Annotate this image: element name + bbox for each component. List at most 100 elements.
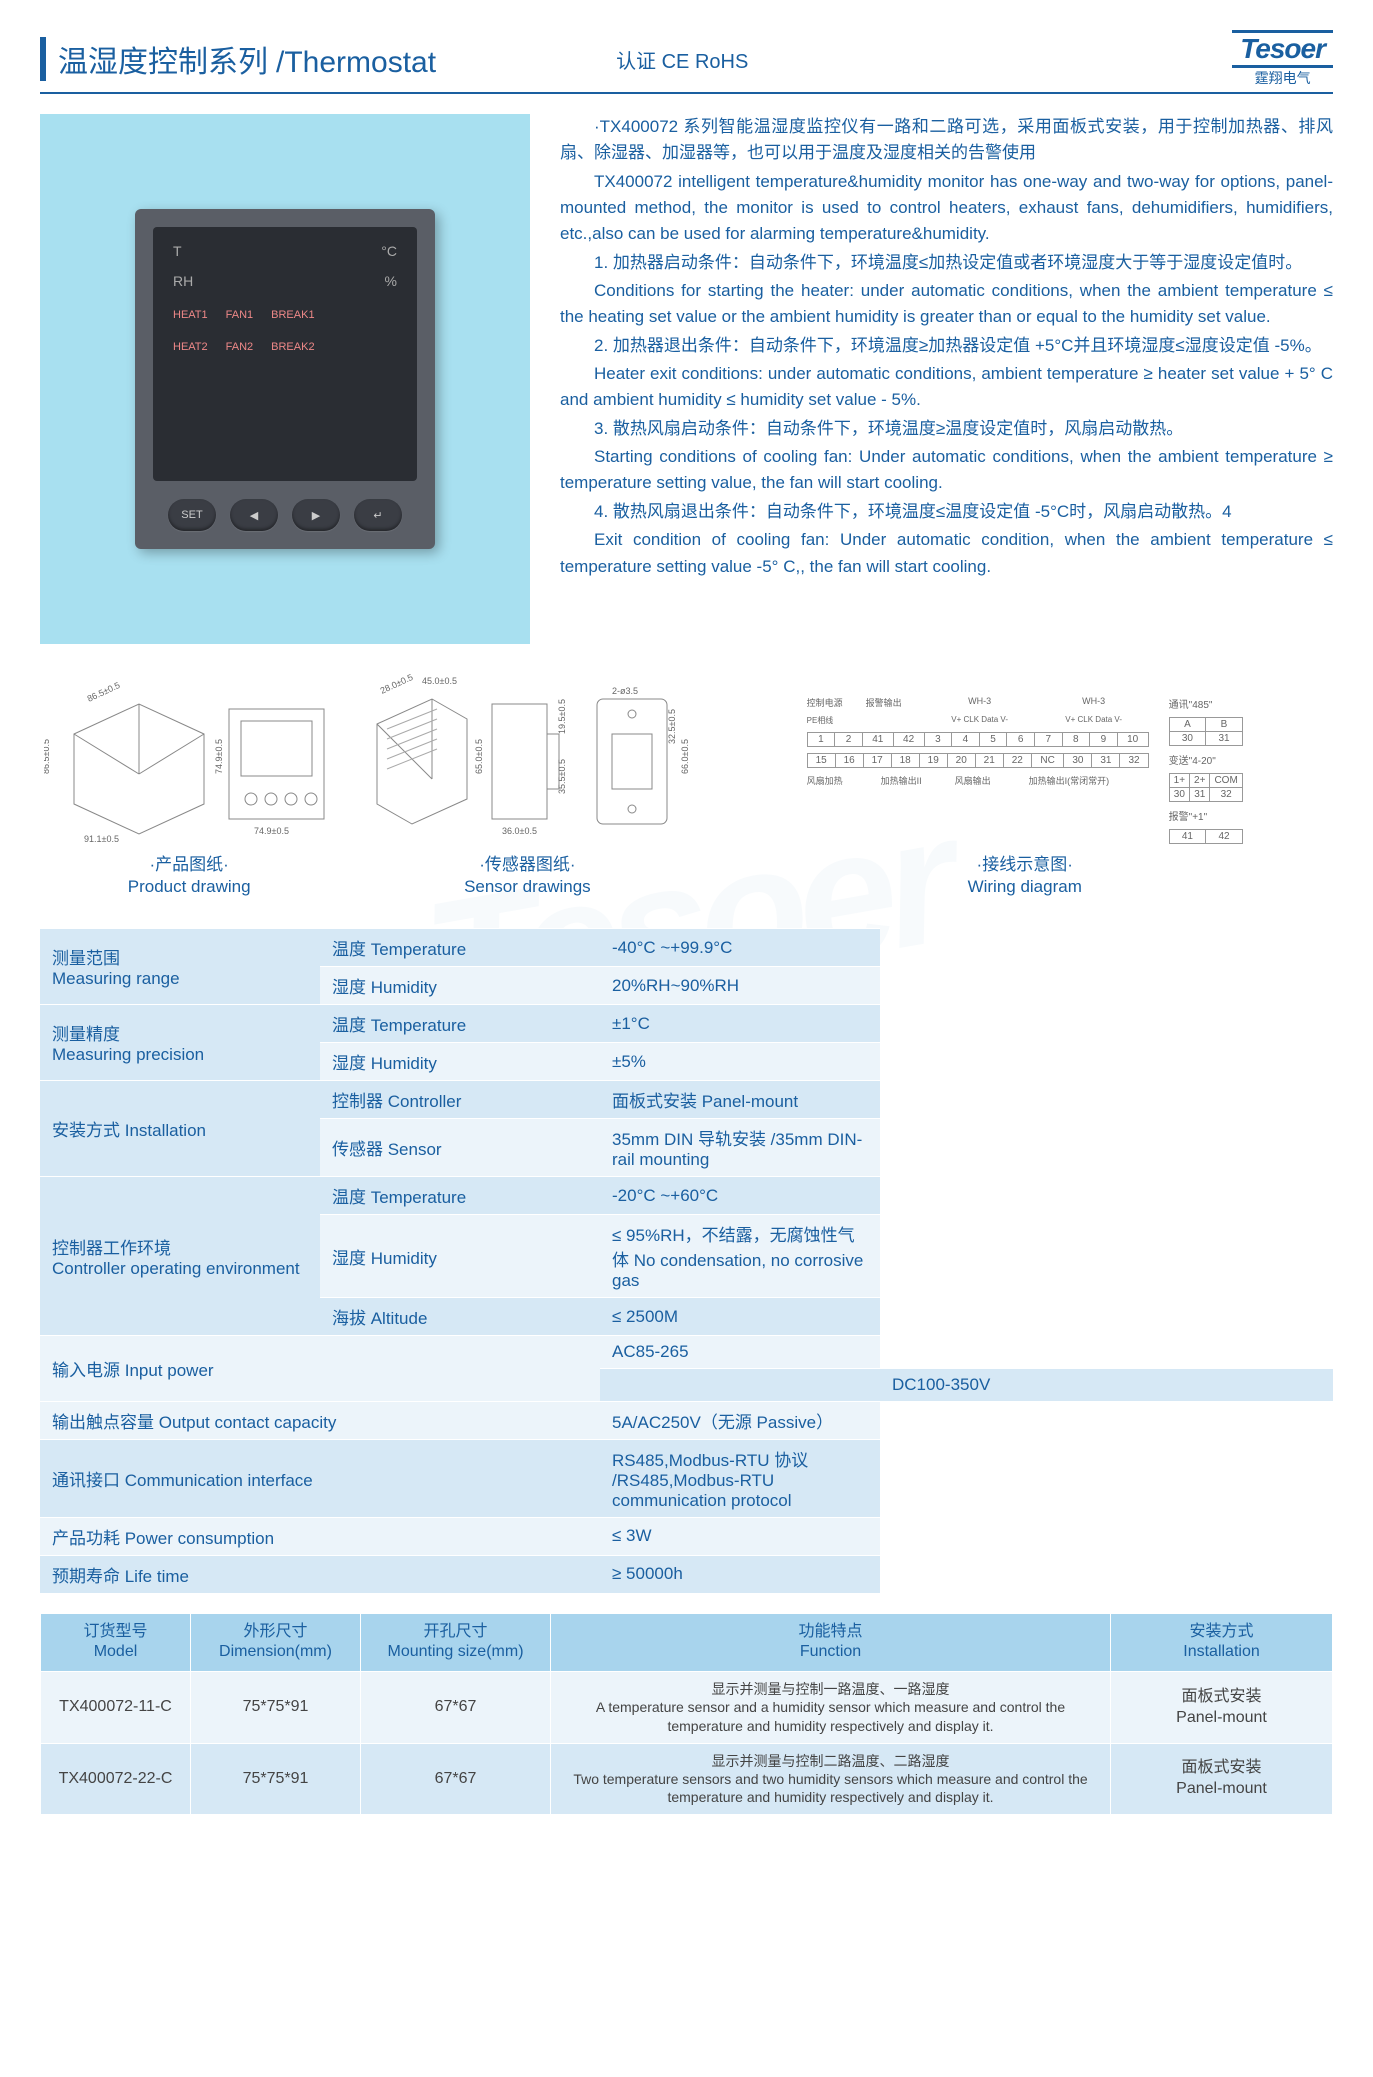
terminal-cell: 7 bbox=[1034, 733, 1062, 747]
model-header: 外形尺寸Dimension(mm) bbox=[191, 1613, 361, 1672]
terminal-cell: 3 bbox=[924, 733, 952, 747]
dim: 32.5±0.5 bbox=[667, 709, 677, 744]
wiring-top-sub bbox=[866, 715, 921, 726]
model-header: 安装方式Installation bbox=[1111, 1613, 1333, 1672]
spec-row: 测量精度Measuring precision温度 Temperature±1°… bbox=[40, 1005, 1333, 1043]
spec-sublabel: 温度 Temperature bbox=[320, 929, 600, 967]
desc-p8: Starting conditions of cooling fan: Unde… bbox=[560, 444, 1333, 497]
terminal-cell: 21 bbox=[975, 754, 1003, 768]
wiring-label-en: Wiring diagram bbox=[968, 876, 1082, 898]
spec-label: 安装方式 Installation bbox=[40, 1081, 320, 1177]
display-rh-label: RH bbox=[173, 273, 193, 289]
terminal-cell: 31 bbox=[1092, 754, 1120, 768]
desc-p1: ·TX400072 系列智能温湿度监控仪有一路和二路可选，采用面板式安装，用于控… bbox=[560, 114, 1333, 167]
desc-p5: 2. 加热器退出条件：自动条件下，环境温度≥加热器设定值 +5°C并且环境湿度≤… bbox=[560, 333, 1333, 359]
product-photo: T°C RH% HEAT1 FAN1 BREAK1 HEAT2 FAN2 BRE… bbox=[40, 114, 530, 644]
wiring-top-sub: PE相线 bbox=[807, 715, 862, 726]
dim: 66.0±0.5 bbox=[680, 739, 690, 774]
device-set-button: SET bbox=[168, 499, 216, 531]
dim: 74.9±0.5 bbox=[214, 739, 224, 774]
spec-row: 输入电源 Input powerAC85-265 bbox=[40, 1336, 1333, 1369]
model-cell-model: TX400072-22-C bbox=[41, 1743, 191, 1815]
spec-row: 通讯接口 Communication interfaceRS485,Modbus… bbox=[40, 1439, 1333, 1517]
model-cell-model: TX400072-11-C bbox=[41, 1672, 191, 1744]
spec-row: 测量范围Measuring range温度 Temperature-40°C ~… bbox=[40, 929, 1333, 967]
logo-text: Tesoer bbox=[1232, 30, 1333, 68]
indicator: HEAT2 bbox=[173, 341, 208, 353]
spec-value: ≤ 3W bbox=[600, 1517, 880, 1555]
spec-label: 输出触点容量 Output contact capacity bbox=[40, 1401, 600, 1439]
model-row: TX400072-22-C75*75*9167*67显示并测量与控制二路温度、二… bbox=[41, 1743, 1333, 1815]
terminal-cell: 18 bbox=[891, 754, 919, 768]
sensor-drawing-label-cn: ·传感器图纸· bbox=[464, 854, 591, 876]
terminal-cell: 6 bbox=[1007, 733, 1035, 747]
device-right-button: ▶ bbox=[292, 499, 340, 531]
spec-sublabel: 温度 Temperature bbox=[320, 1005, 600, 1043]
wiring-side-table: 4142 bbox=[1169, 829, 1243, 844]
model-row: TX400072-11-C75*75*9167*67显示并测量与控制一路温度、一… bbox=[41, 1672, 1333, 1744]
spec-value: ≤ 2500M bbox=[600, 1298, 880, 1336]
terminal-cell: 42 bbox=[893, 733, 924, 747]
terminal-cell: 22 bbox=[1003, 754, 1031, 768]
wiring-diagram: 控制电源 报警输出 WH-3 WH-3 PE相线 V+ CLK Data V- … bbox=[716, 696, 1333, 844]
model-cell-dim: 75*75*91 bbox=[191, 1743, 361, 1815]
terminal-cell: 16 bbox=[835, 754, 863, 768]
wiring-top-sub: V+ CLK Data V- bbox=[1039, 715, 1149, 726]
model-cell-mount: 67*67 bbox=[361, 1743, 551, 1815]
product-drawing-label-en: Product drawing bbox=[128, 876, 251, 898]
dim: 28.0±0.5 bbox=[379, 672, 415, 696]
spec-value: 35mm DIN 导轨安装 /35mm DIN-rail mounting bbox=[600, 1119, 880, 1177]
terminal-cell: NC bbox=[1031, 754, 1064, 768]
certification: 认证 CE RoHS bbox=[616, 45, 748, 74]
terminal-cell: 20 bbox=[947, 754, 975, 768]
spec-label: 测量精度Measuring precision bbox=[40, 1005, 320, 1081]
brand-logo: Tesoer 霆翔电气 bbox=[1232, 30, 1333, 88]
wiring-bot-label: 风扇输出 bbox=[955, 774, 1025, 787]
logo-subtitle: 霆翔电气 bbox=[1255, 68, 1311, 88]
wiring-top-label: WH-3 bbox=[1039, 696, 1149, 709]
title-cn: 温湿度控制系列 bbox=[40, 37, 268, 81]
model-table: 订货型号Model外形尺寸Dimension(mm)开孔尺寸Mounting s… bbox=[40, 1613, 1333, 1816]
spec-value: 面板式安装 Panel-mount bbox=[600, 1081, 880, 1119]
desc-p2: TX400072 intelligent temperature&humidit… bbox=[560, 169, 1333, 248]
wiring-terminal-row: 124142345678910 bbox=[807, 732, 1149, 747]
indicator: FAN1 bbox=[226, 309, 254, 321]
indicator: HEAT1 bbox=[173, 309, 208, 321]
spec-sublabel bbox=[600, 1369, 880, 1402]
desc-p9: 4. 散热风扇退出条件：自动条件下，环境温度≤温度设定值 -5°C时，风扇启动散… bbox=[560, 499, 1333, 525]
indicator: BREAK1 bbox=[271, 309, 314, 321]
sensor-drawing: 45.0±0.5 28.0±0.5 65.0±0.5 19.5±0.5 35.5… bbox=[362, 664, 692, 844]
wiring-top-label: 报警输出 bbox=[866, 696, 921, 709]
product-drawing: 86.5±0.5 86.5±0.5 91.1±0.5 74.9±0.5 74.9… bbox=[44, 664, 334, 844]
spec-value: RS485,Modbus-RTU 协议 /RS485,Modbus-RTU co… bbox=[600, 1439, 880, 1517]
model-header: 订货型号Model bbox=[41, 1613, 191, 1672]
wiring-bot-label: 加热输出I(常闭常开) bbox=[1029, 774, 1149, 787]
desc-p3: 1. 加热器启动条件：自动条件下，环境温度≤加热设定值或者环境湿度大于等于湿度设… bbox=[560, 250, 1333, 276]
spec-row: 产品功耗 Power consumption≤ 3W bbox=[40, 1517, 1333, 1555]
spec-value: 5A/AC250V（无源 Passive） bbox=[600, 1401, 880, 1439]
title-en: /Thermostat bbox=[276, 46, 436, 80]
dim: 36.0±0.5 bbox=[502, 826, 537, 836]
description-block: ·TX400072 系列智能温湿度监控仪有一路和二路可选，采用面板式安装，用于控… bbox=[560, 114, 1333, 644]
dim: 86.5±0.5 bbox=[44, 739, 51, 774]
device-left-button: ◀ bbox=[230, 499, 278, 531]
spec-value: ≤ 95%RH，不结露，无腐蚀性气体 No condensation, no c… bbox=[600, 1215, 880, 1298]
wiring-label-cn: ·接线示意图· bbox=[968, 854, 1082, 876]
spec-value: DC100-350V bbox=[880, 1369, 1333, 1402]
spec-value: ≥ 50000h bbox=[600, 1555, 880, 1593]
model-cell-func: 显示并测量与控制一路温度、一路湿度A temperature sensor an… bbox=[551, 1672, 1111, 1744]
dim: 65.0±0.5 bbox=[474, 739, 484, 774]
indicator: FAN2 bbox=[226, 341, 254, 353]
spec-value: -40°C ~+99.9°C bbox=[600, 929, 880, 967]
terminal-cell: 2 bbox=[835, 733, 863, 747]
terminal-cell: 32 bbox=[1120, 754, 1148, 768]
spec-row: 安装方式 Installation控制器 Controller面板式安装 Pan… bbox=[40, 1081, 1333, 1119]
spec-sublabel: 温度 Temperature bbox=[320, 1177, 600, 1215]
model-header: 功能特点Function bbox=[551, 1613, 1111, 1672]
dim: 2-ø3.5 bbox=[612, 686, 638, 696]
dim: 86.5±0.5 bbox=[86, 680, 122, 704]
terminal-cell: 4 bbox=[952, 733, 980, 747]
product-drawing-label-cn: ·产品图纸· bbox=[128, 854, 251, 876]
spec-row: 输出触点容量 Output contact capacity5A/AC250V（… bbox=[40, 1401, 1333, 1439]
dim: 35.5±0.5 bbox=[557, 759, 567, 794]
